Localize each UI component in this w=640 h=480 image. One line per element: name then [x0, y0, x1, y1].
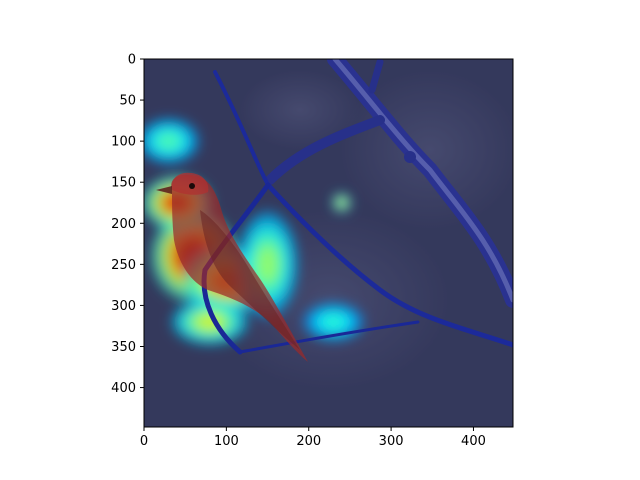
- bird: [156, 172, 308, 362]
- bird-wing: [200, 210, 300, 350]
- heat-region: [302, 302, 365, 342]
- heat-contour: [323, 315, 344, 329]
- bird-beak: [156, 186, 172, 194]
- y-tick-label: 150: [111, 176, 136, 191]
- y-tick-label: 200: [111, 217, 136, 232]
- axes-frame: [143, 58, 514, 428]
- y-tick-label: 350: [111, 340, 136, 355]
- branch-knot: [404, 151, 416, 163]
- bird-eye: [189, 183, 195, 189]
- heat-contour: [257, 247, 278, 282]
- y-tick-label: 0: [128, 53, 136, 68]
- branch-twig-top: [368, 59, 384, 94]
- y-tick-label: 100: [111, 135, 136, 150]
- y-axis: 0 50 100 150 200 250 300 350 400: [111, 53, 144, 396]
- heat-region: [332, 193, 351, 212]
- background-texture: [240, 70, 360, 150]
- y-tick-label: 250: [111, 258, 136, 273]
- branch-twig-low: [238, 320, 420, 354]
- branch-upper: [265, 115, 385, 185]
- heat-contour: [338, 199, 345, 206]
- x-tick-label: 300: [379, 434, 404, 449]
- x-tick-label: 400: [461, 434, 486, 449]
- y-tick-label: 300: [111, 299, 136, 314]
- heat-region: [144, 118, 200, 165]
- plot-area: 0 100 200 300 400 0 50 100 150 200 250 300 350 400: [111, 53, 514, 449]
- x-tick-label: 100: [214, 434, 239, 449]
- x-axis: 0 100 200 300 400: [140, 427, 486, 449]
- y-tick-label: 400: [111, 381, 136, 396]
- branches: [201, 59, 513, 355]
- x-tick-label: 200: [296, 434, 321, 449]
- branch-thin: [213, 70, 270, 187]
- heat-contour: [158, 133, 179, 149]
- branch-main-highlight: [332, 59, 513, 303]
- branch-lower: [265, 182, 513, 348]
- x-tick-label: 0: [140, 434, 148, 449]
- y-tick-label: 50: [119, 94, 136, 109]
